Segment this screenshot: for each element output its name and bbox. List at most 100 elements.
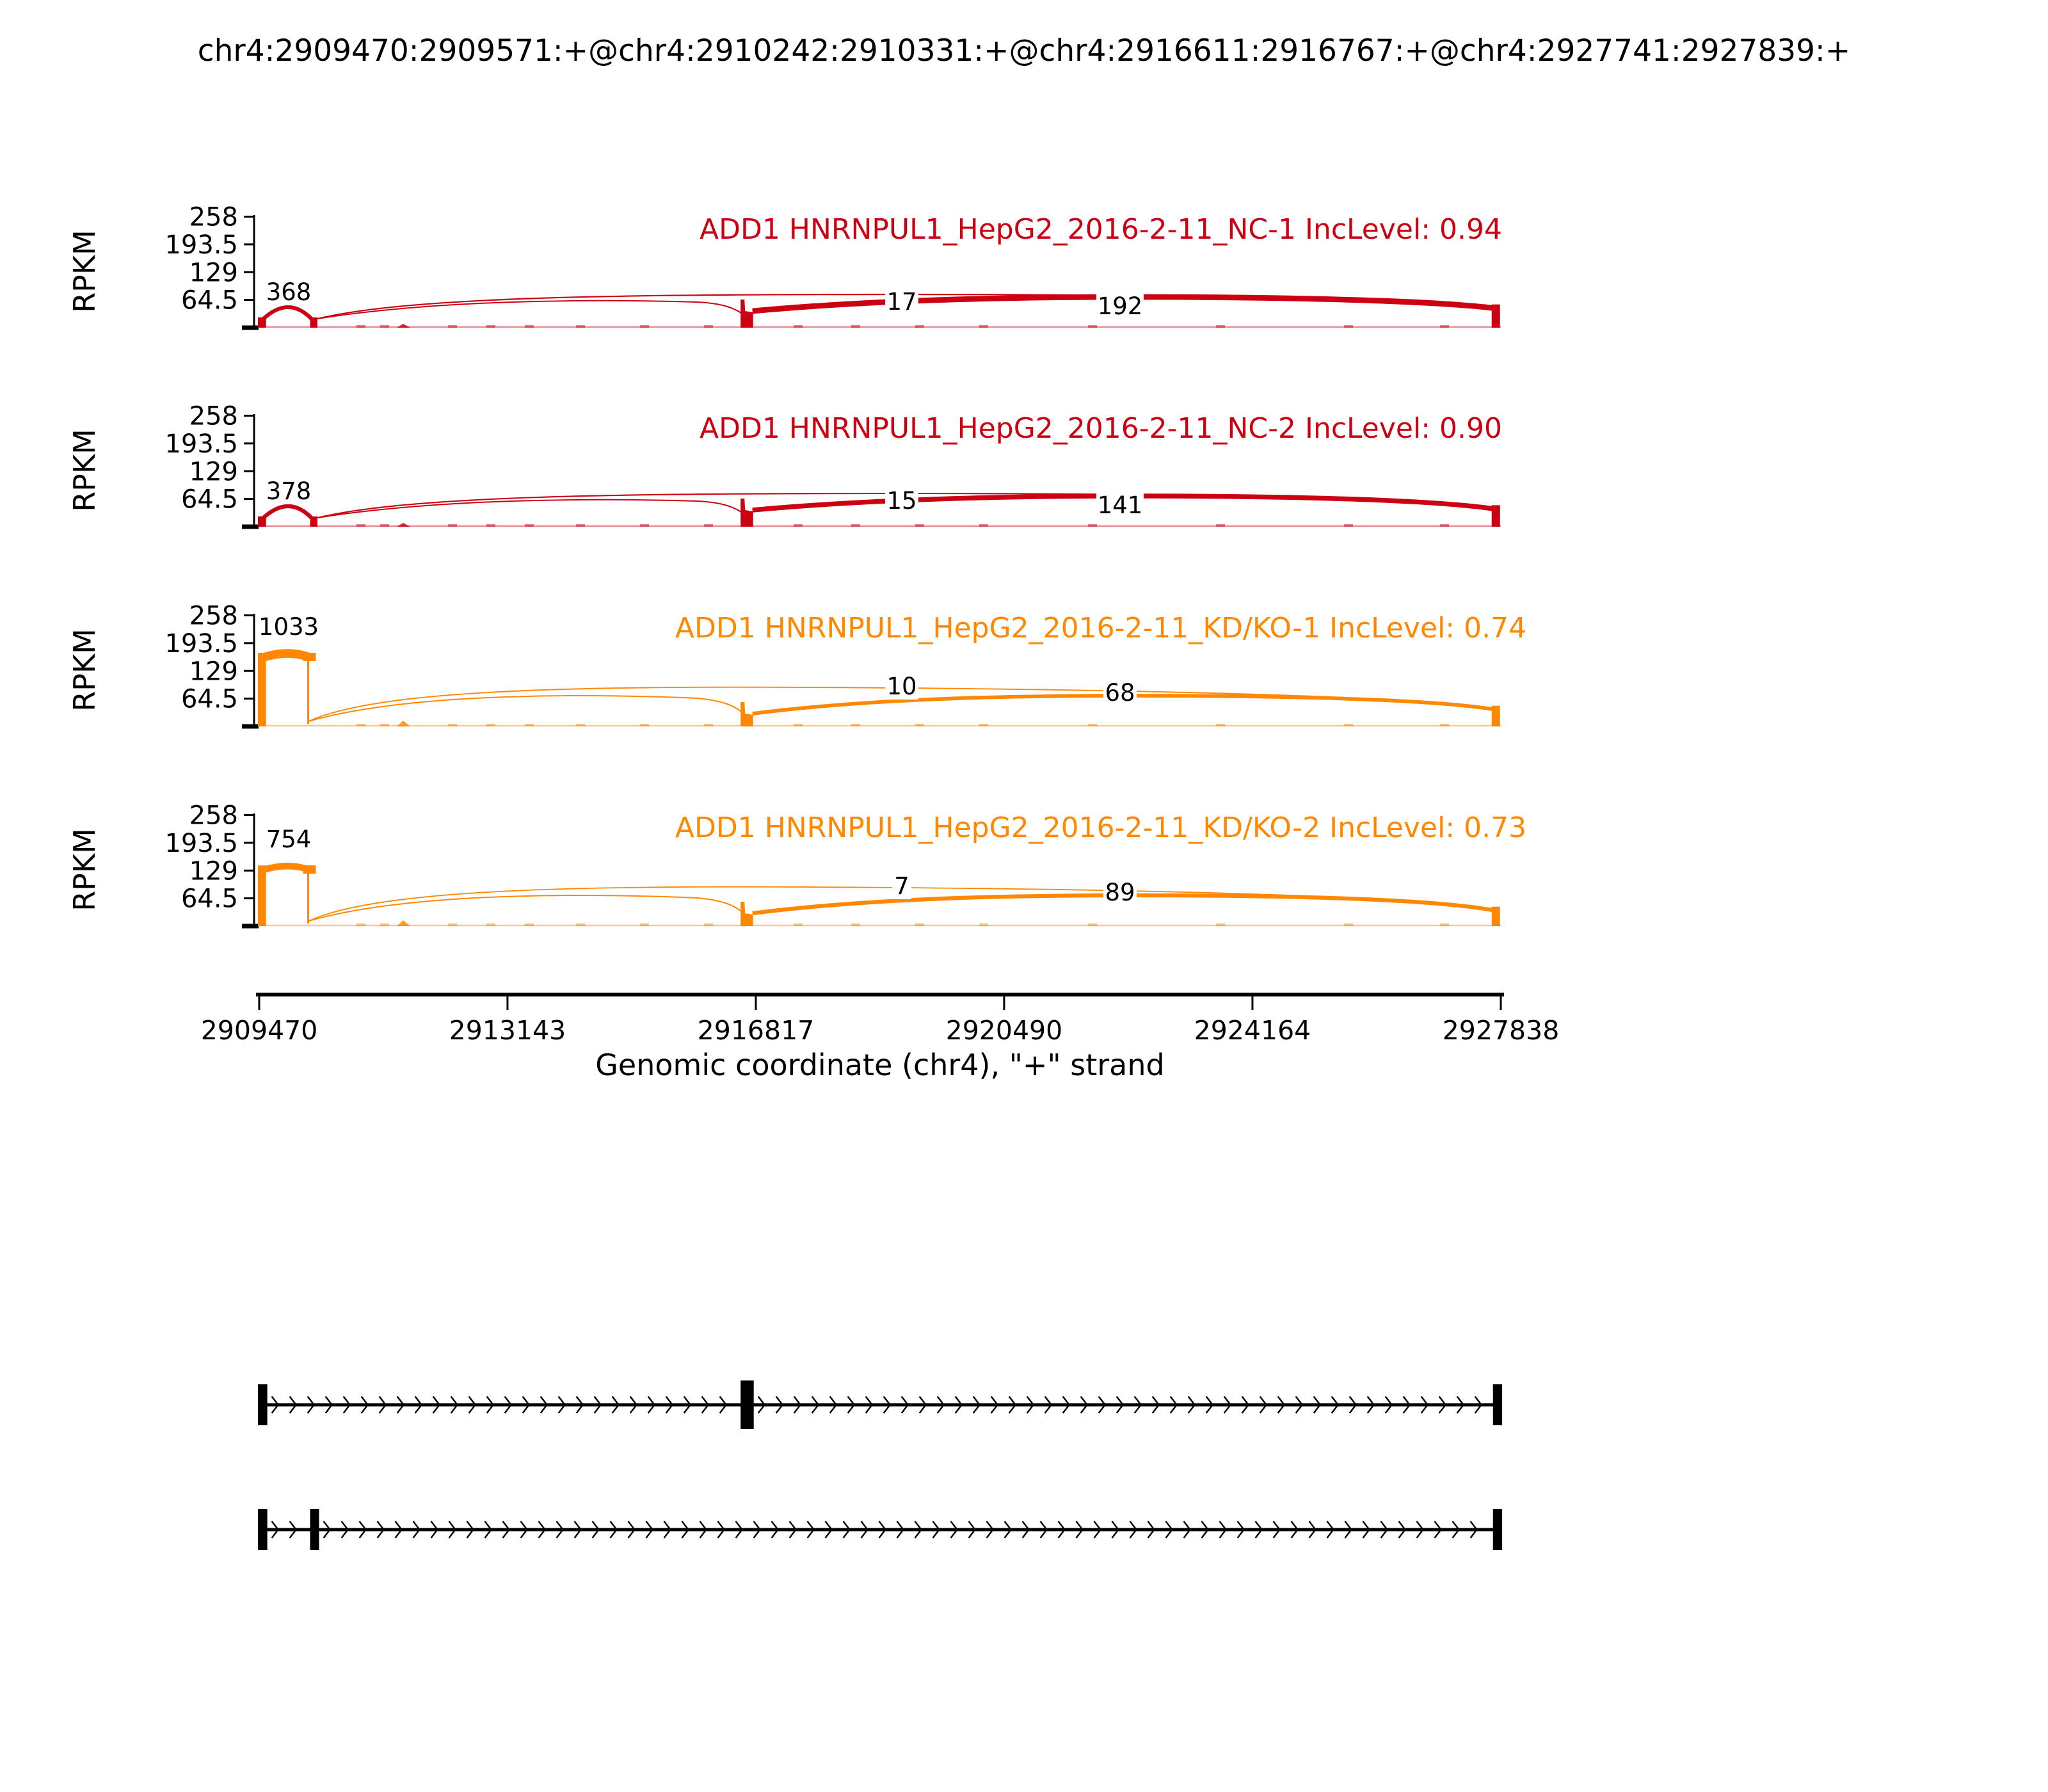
junction-count-backing xyxy=(1103,879,1137,906)
coverage-noise-bump xyxy=(576,724,585,726)
coverage-noise-bump xyxy=(486,924,495,926)
coverage-noise-bump xyxy=(356,724,365,726)
strand-chevron-icon xyxy=(865,1396,874,1414)
strand-chevron-icon xyxy=(1384,1396,1393,1414)
strand-chevron-icon xyxy=(1021,1521,1030,1539)
rpkm-tick-label: 64.5 xyxy=(181,485,238,515)
coverage-noise-bump xyxy=(380,924,389,926)
coverage-noise-bump xyxy=(525,924,534,926)
strand-chevron-icon xyxy=(1183,1521,1192,1539)
strand-chevron-icon xyxy=(484,1521,493,1539)
rpkm-tick-label: 64.5 xyxy=(181,286,238,316)
rpkm-tick-label: 193.5 xyxy=(164,829,238,858)
strand-chevron-icon xyxy=(271,1396,280,1414)
strand-chevron-icon xyxy=(1129,1521,1138,1539)
strand-chevron-icon xyxy=(918,1396,927,1414)
strand-chevron-icon xyxy=(757,1396,766,1414)
junction-count-backing xyxy=(892,872,911,899)
coverage-noise-bump xyxy=(704,724,713,726)
coverage-noise-bump xyxy=(794,924,803,926)
junction-count-backing xyxy=(258,613,319,641)
strand-chevron-icon xyxy=(735,1521,744,1539)
event-id-title: chr4:2909470:2909571:+@chr4:2910242:2910… xyxy=(197,33,1851,68)
gene-model-exon xyxy=(258,1509,268,1550)
coverage-noise-bump xyxy=(915,325,924,328)
coverage-exon3-blob xyxy=(740,499,753,527)
strand-chevron-icon xyxy=(1004,1521,1012,1539)
junction-count-backing xyxy=(265,826,312,853)
strand-chevron-icon xyxy=(378,1396,387,1414)
coverage-noise-bump xyxy=(851,924,860,926)
strand-chevron-icon xyxy=(520,1521,529,1539)
strand-chevron-icon xyxy=(1398,1521,1407,1539)
junction-count-backing xyxy=(885,288,918,315)
strand-chevron-icon xyxy=(1272,1521,1281,1539)
coverage-noise-bump xyxy=(640,524,649,527)
coverage-noise-bump xyxy=(1216,924,1225,926)
strand-chevron-icon xyxy=(1416,1521,1425,1539)
coverage-noise-bump xyxy=(979,924,988,926)
coverage-exon4-bar xyxy=(1491,705,1500,726)
x-axis-tick-label: 2913143 xyxy=(449,1015,566,1046)
coverage-noise-bump xyxy=(704,524,713,527)
coverage-noise-bump xyxy=(1216,325,1225,328)
strand-chevron-icon xyxy=(990,1396,999,1414)
junction-count-backing xyxy=(1096,492,1144,518)
strand-chevron-icon xyxy=(972,1396,981,1414)
rpkm-tick-label: 64.5 xyxy=(181,884,238,914)
coverage-noise-bump xyxy=(1216,724,1225,726)
strand-chevron-icon xyxy=(681,1521,690,1539)
strand-chevron-icon xyxy=(575,1396,584,1414)
junction-arc-exon2-exon3 xyxy=(308,695,742,722)
sample-track-title: ADD1 HNRNPUL1_HepG2_2016-2-11_NC-1 IncLe… xyxy=(700,213,1502,246)
coverage-noise-bump xyxy=(1088,325,1097,328)
strand-chevron-icon xyxy=(1434,1521,1443,1539)
coverage-noise-bump xyxy=(397,324,410,328)
junction-count-label: 15 xyxy=(886,487,916,515)
strand-chevron-icon xyxy=(1223,1396,1232,1414)
gene-model-exon xyxy=(1492,1384,1503,1425)
coverage-noise-bump xyxy=(851,524,860,527)
strand-chevron-icon xyxy=(430,1521,439,1539)
strand-chevron-icon xyxy=(591,1521,600,1539)
strand-chevron-icon xyxy=(412,1521,421,1539)
strand-chevron-icon xyxy=(1402,1396,1411,1414)
junction-arc-exon1-exon2 xyxy=(262,504,313,520)
sample-track-title: ADD1 HNRNPUL1_HepG2_2016-2-11_KD/KO-1 In… xyxy=(675,612,1526,644)
strand-chevron-icon xyxy=(1474,1396,1483,1414)
strand-chevron-icon xyxy=(1438,1396,1447,1414)
coverage-noise-bump xyxy=(1440,524,1449,527)
strand-chevron-icon xyxy=(936,1396,945,1414)
coverage-noise-bump xyxy=(640,724,649,726)
strand-chevron-icon xyxy=(376,1521,385,1539)
coverage-exon2-bar xyxy=(310,516,317,527)
strand-chevron-icon xyxy=(1026,1396,1035,1414)
strand-chevron-icon xyxy=(1290,1521,1299,1539)
strand-chevron-icon xyxy=(1456,1396,1465,1414)
strand-chevron-icon xyxy=(847,1396,856,1414)
coverage-noise-bump xyxy=(448,724,457,726)
strand-chevron-icon xyxy=(414,1396,423,1414)
coverage-noise-bump xyxy=(1440,724,1449,726)
junction-count-backing xyxy=(1096,292,1144,319)
strand-chevron-icon xyxy=(896,1521,905,1539)
coverage-noise-bump xyxy=(1088,924,1097,926)
strand-chevron-icon xyxy=(394,1521,403,1539)
rpkm-tick-label: 129 xyxy=(189,856,238,886)
junction-count-label: 754 xyxy=(266,826,312,853)
strand-chevron-icon xyxy=(647,1396,656,1414)
rpkm-tick-label: 258 xyxy=(189,602,238,631)
rpkm-axis-title: RPKM xyxy=(67,429,102,512)
coverage-noise-bump xyxy=(486,524,495,527)
coverage-exon2-bar xyxy=(310,317,317,328)
strand-chevron-icon xyxy=(1205,1396,1214,1414)
junction-count-label: 1033 xyxy=(259,613,319,641)
x-axis-tick-label: 2927838 xyxy=(1443,1015,1560,1046)
strand-chevron-icon xyxy=(1165,1521,1174,1539)
coverage-noise-bump xyxy=(979,524,988,527)
strand-chevron-icon xyxy=(448,1521,457,1539)
coverage-noise-bump xyxy=(525,724,534,726)
strand-chevron-icon xyxy=(573,1521,582,1539)
coverage-noise-bump xyxy=(576,524,585,527)
